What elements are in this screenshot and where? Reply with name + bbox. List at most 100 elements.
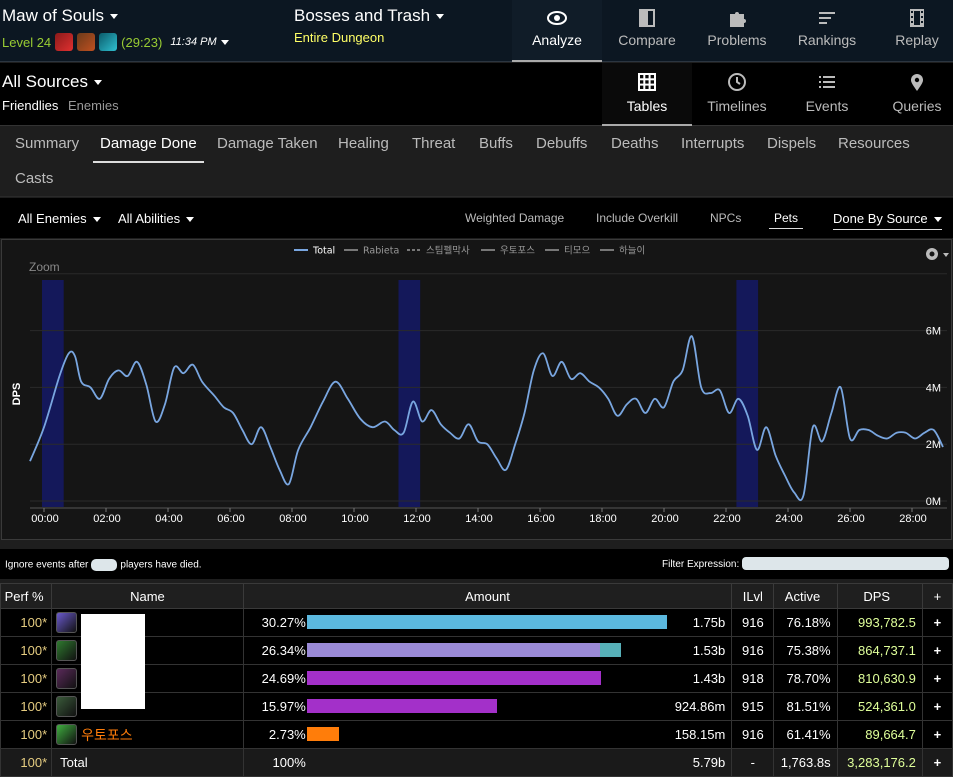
npcs-toggle[interactable]: NPCs [710,211,742,225]
affix-icon [99,33,118,51]
amount-wrap: 24.69% 1.43b [244,665,732,692]
demon-class-icon [56,668,78,689]
amount-percent: 26.34% [261,643,306,658]
amount-bar-segment [306,671,601,685]
player-name[interactable]: 우토포스 [81,726,133,743]
table-row[interactable]: 100* 26.34% 1.53b 916 75.38% 864,737.1 + [0,636,953,665]
name-wrap [52,637,243,664]
nav-compare[interactable]: Compare [602,0,692,62]
legend-entry: 하늘이 [619,245,645,257]
nav-label: Rankings [797,32,857,48]
amount-bar [306,727,339,741]
col-active[interactable]: Active [773,583,838,609]
tab-threat[interactable]: Threat [412,135,456,152]
ilvl-cell: 916 [731,608,775,637]
nav-replay[interactable]: Replay [872,0,953,62]
pets-toggle[interactable]: Pets [769,211,804,229]
table-row[interactable]: 100* 우토포스 2.73% 158.15m 916 61.41% 89,664.7 + [0,720,953,749]
tab-damage-taken[interactable]: Damage Taken [217,135,318,152]
expand-row-button[interactable]: + [921,748,953,777]
dps-cell: 3,283,176.2 [836,748,923,777]
name-wrap [52,609,243,636]
affix-icon [77,33,96,51]
chevron-down-icon [186,217,195,223]
tab-debuffs[interactable]: Debuffs [536,135,588,152]
abilities-filter-dropdown[interactable]: All Abilities [118,211,195,226]
friendlies-link[interactable]: Friendlies [2,98,59,113]
source-dropdown[interactable]: All Sources [2,72,102,92]
col-ilvl[interactable]: ILvl [731,583,775,609]
amount-bar-segment [599,643,621,657]
amount-value: 158.15m [674,727,726,742]
nav-problems[interactable]: Problems [692,0,782,62]
include-overkill-toggle[interactable]: Include Overkill [596,211,679,225]
tab-dispels[interactable]: Dispels [767,135,817,152]
nav-label: Replay [895,32,939,48]
series-line-total [29,335,944,501]
name-wrap [52,665,243,692]
tab-interrupts[interactable]: Interrupts [681,135,745,152]
expand-row-button[interactable]: + [921,608,953,637]
expand-row-button[interactable]: + [921,720,953,749]
amount-value: 1.43b [692,671,726,686]
x-tick-label: 06:00 [217,513,245,525]
tab-healing[interactable]: Healing [338,135,389,152]
clock-icon [728,73,746,91]
highlight-band [398,280,421,507]
done-by-dropdown[interactable]: Done By Source [833,211,942,230]
amount-cell: 24.69% 1.43b [242,664,733,693]
expand-row-button[interactable]: + [921,692,953,721]
x-tick-label: 02:00 [93,513,121,525]
enemies-filter-dropdown[interactable]: All Enemies [18,211,101,226]
x-tick-label: 18:00 [589,513,617,525]
col-amount[interactable]: Amount [242,583,733,609]
x-tick-label: 24:00 [775,513,803,525]
table-total-row[interactable]: 100* Total 100% 5.79b -1,763.8s 3,283,176.2 + [0,748,953,777]
y-axis-label: DPS [11,383,23,406]
nav-analyze[interactable]: Analyze [512,0,602,62]
zoom-label[interactable]: Zoom [29,260,60,274]
view-queries[interactable]: Queries [872,63,953,126]
col-perf[interactable]: Perf % [0,583,53,609]
active-cell: 78.70% [773,664,838,693]
tab-damage-done[interactable]: Damage Done [93,135,204,163]
dps-chart-svg: Total Rabieta 스팀펠막사 우토포스 티모으 하늘이 Zoom DPS 0M 2… [11,245,949,525]
x-tick-label: 12:00 [403,513,431,525]
view-tables[interactable]: Tables [602,63,692,126]
report-time: 11:34 PM [170,36,217,48]
add-column-button[interactable]: + [921,583,953,609]
tab-resources[interactable]: Resources [838,135,910,152]
fight-title: Bosses and Trash [294,6,431,25]
col-name[interactable]: Name [51,583,244,609]
col-dps[interactable]: DPS [836,583,923,609]
x-tick-label: 16:00 [527,513,555,525]
tab-deaths[interactable]: Deaths [611,135,659,152]
y-tick-label: 2M [926,439,941,451]
report-time-dropdown[interactable]: 11:34 PM [170,36,229,48]
weighted-damage-toggle[interactable]: Weighted Damage [465,211,565,225]
filter-expression-input[interactable] [742,557,949,570]
tab-casts[interactable]: Casts [15,170,54,187]
demon-class-icon [56,696,78,717]
perf-cell: 100* [0,636,53,665]
ilvl-cell: 916 [731,720,775,749]
amount-bar-segment [306,615,667,629]
tab-summary[interactable]: Summary [15,135,80,152]
enemies-link[interactable]: Enemies [67,98,119,113]
death-count-input[interactable] [91,559,118,571]
name-cell[interactable]: 우토포스 [51,720,244,749]
report-title-dropdown[interactable]: Maw of Souls [2,6,119,26]
ignore-suffix: players have died. [120,559,202,571]
events-bar: Ignore events after players have died. Fi… [0,549,953,579]
view-timelines[interactable]: Timelines [692,63,782,126]
amount-bar-segment [306,727,339,741]
tab-buffs[interactable]: Buffs [479,135,513,152]
nav-rankings[interactable]: Rankings [782,0,872,62]
fight-dropdown[interactable]: Bosses and Trash [294,6,445,26]
perf-cell: 100* [0,720,53,749]
amount-cell: 100% 5.79b [242,748,733,777]
expand-row-button[interactable]: + [921,636,953,665]
chart-settings-gear-icon[interactable] [926,248,949,260]
expand-row-button[interactable]: + [921,664,953,693]
view-events[interactable]: Events [782,63,872,126]
